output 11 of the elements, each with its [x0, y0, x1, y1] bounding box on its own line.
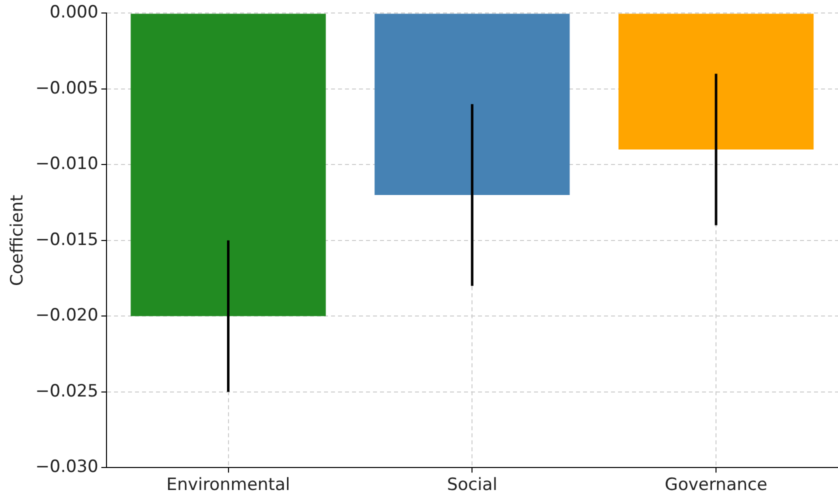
- y-tick-label: 0.000: [50, 2, 98, 23]
- x-tick-label: Environmental: [166, 475, 290, 496]
- y-tick-label: −0.005: [35, 78, 98, 98]
- y-tick-label: −0.025: [35, 381, 98, 402]
- y-tick-label: −0.010: [35, 154, 98, 174]
- y-tick-label: −0.020: [35, 306, 98, 326]
- y-tick-label: −0.015: [35, 230, 98, 250]
- y-axis-title: Coefficient: [8, 194, 28, 286]
- x-tick-label: Social: [446, 475, 498, 496]
- y-tick-label: −0.030: [35, 457, 98, 478]
- x-tick-label: Governance: [664, 475, 768, 496]
